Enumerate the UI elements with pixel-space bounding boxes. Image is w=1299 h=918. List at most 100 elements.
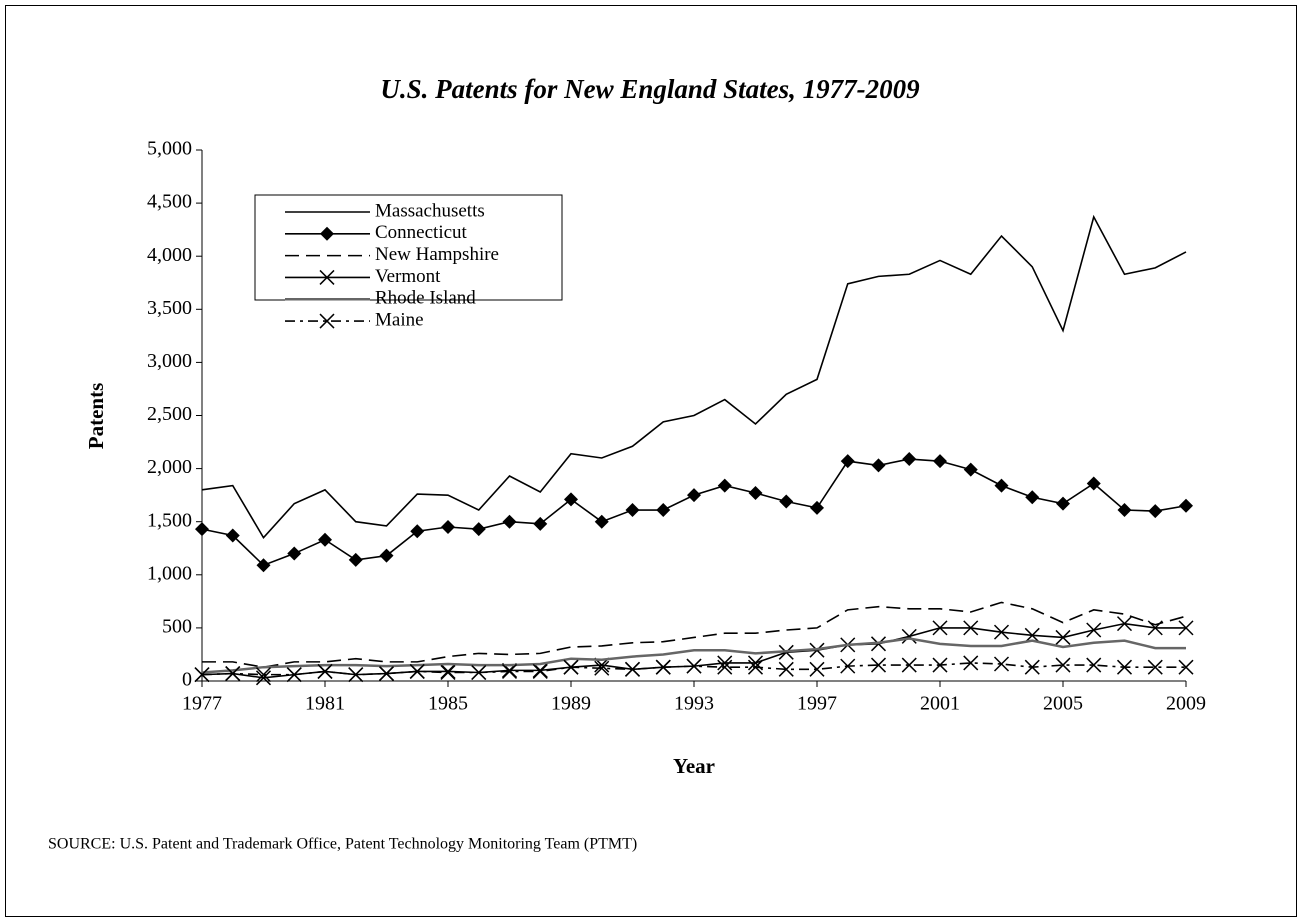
y-tick-label: 500 bbox=[162, 615, 192, 637]
marker bbox=[625, 503, 640, 518]
y-tick-label: 3,000 bbox=[147, 350, 192, 372]
x-tick-label: 2001 bbox=[920, 693, 960, 715]
marker bbox=[994, 478, 1009, 493]
marker bbox=[379, 548, 394, 563]
marker bbox=[748, 486, 763, 501]
marker bbox=[320, 226, 334, 241]
marker bbox=[901, 657, 917, 673]
source-note: SOURCE: U.S. Patent and Trademark Office… bbox=[48, 836, 637, 853]
x-tick-label: 1985 bbox=[428, 693, 468, 715]
marker bbox=[225, 528, 240, 543]
marker bbox=[440, 663, 456, 679]
marker bbox=[564, 492, 578, 507]
marker bbox=[840, 658, 856, 674]
marker bbox=[993, 624, 1010, 640]
marker bbox=[810, 500, 824, 515]
marker bbox=[963, 655, 979, 671]
marker bbox=[1086, 657, 1102, 673]
marker bbox=[255, 670, 272, 686]
legend-label: Vermont bbox=[375, 266, 441, 287]
y-tick-label: 5,000 bbox=[147, 138, 192, 160]
marker bbox=[348, 552, 363, 567]
legend-label: New Hampshire bbox=[375, 244, 499, 265]
x-tick-label: 1981 bbox=[305, 693, 345, 715]
marker bbox=[747, 659, 764, 675]
marker bbox=[1025, 490, 1040, 505]
marker bbox=[225, 666, 241, 682]
legend-label: Rhode Island bbox=[375, 288, 476, 309]
marker bbox=[717, 478, 732, 493]
x-tick-label: 2009 bbox=[1166, 693, 1206, 715]
marker bbox=[1148, 504, 1163, 519]
y-tick-label: 0 bbox=[182, 669, 192, 691]
marker bbox=[1147, 659, 1163, 675]
marker bbox=[902, 452, 917, 467]
marker bbox=[319, 313, 335, 329]
series-line bbox=[201, 637, 1186, 674]
marker bbox=[963, 620, 979, 636]
marker bbox=[1086, 622, 1102, 638]
marker bbox=[410, 524, 425, 539]
marker bbox=[687, 488, 701, 503]
marker bbox=[441, 520, 455, 535]
marker bbox=[901, 628, 917, 644]
marker bbox=[686, 658, 702, 674]
marker bbox=[317, 663, 333, 679]
marker bbox=[471, 664, 487, 681]
marker bbox=[932, 620, 948, 636]
marker bbox=[1147, 620, 1163, 636]
marker bbox=[1056, 496, 1070, 511]
marker bbox=[1116, 616, 1133, 632]
marker bbox=[871, 458, 886, 473]
marker bbox=[779, 494, 794, 509]
marker bbox=[286, 667, 302, 683]
marker bbox=[655, 659, 671, 675]
x-axis-label: Year bbox=[673, 754, 715, 778]
y-tick-label: 4,000 bbox=[147, 244, 192, 266]
marker bbox=[318, 532, 332, 547]
marker bbox=[993, 656, 1010, 672]
series-line bbox=[201, 214, 1187, 539]
marker bbox=[717, 655, 733, 671]
marker bbox=[656, 503, 671, 518]
marker bbox=[1116, 659, 1133, 675]
marker bbox=[471, 522, 486, 537]
marker bbox=[194, 667, 210, 683]
y-tick-label: 2,500 bbox=[147, 403, 192, 425]
marker bbox=[532, 662, 548, 678]
marker bbox=[594, 660, 610, 676]
marker bbox=[933, 454, 947, 469]
marker bbox=[870, 657, 887, 673]
marker bbox=[1055, 657, 1071, 673]
marker bbox=[195, 522, 209, 537]
marker bbox=[594, 514, 609, 529]
marker bbox=[963, 462, 978, 477]
marker bbox=[840, 454, 855, 469]
marker bbox=[255, 667, 272, 683]
marker bbox=[319, 269, 335, 285]
marker bbox=[1117, 503, 1132, 518]
marker bbox=[1178, 659, 1194, 675]
marker bbox=[717, 659, 733, 675]
marker bbox=[778, 661, 794, 677]
legend-label: Connecticut bbox=[375, 222, 468, 243]
marker bbox=[1024, 659, 1040, 675]
marker bbox=[533, 516, 548, 531]
y-tick-label: 4,500 bbox=[147, 191, 192, 213]
marker bbox=[1178, 620, 1194, 636]
marker bbox=[502, 514, 517, 529]
series-line bbox=[202, 601, 1187, 669]
marker bbox=[256, 558, 271, 573]
marker bbox=[378, 666, 395, 682]
marker bbox=[1055, 629, 1071, 645]
y-axis-label: Patents bbox=[84, 383, 108, 450]
x-tick-label: 1993 bbox=[674, 693, 714, 715]
marker bbox=[932, 657, 948, 673]
y-tick-label: 3,500 bbox=[147, 297, 192, 319]
legend-label: Maine bbox=[375, 309, 424, 330]
marker bbox=[287, 546, 302, 561]
marker bbox=[1024, 627, 1040, 643]
x-tick-label: 1997 bbox=[797, 693, 837, 715]
marker bbox=[563, 659, 579, 675]
